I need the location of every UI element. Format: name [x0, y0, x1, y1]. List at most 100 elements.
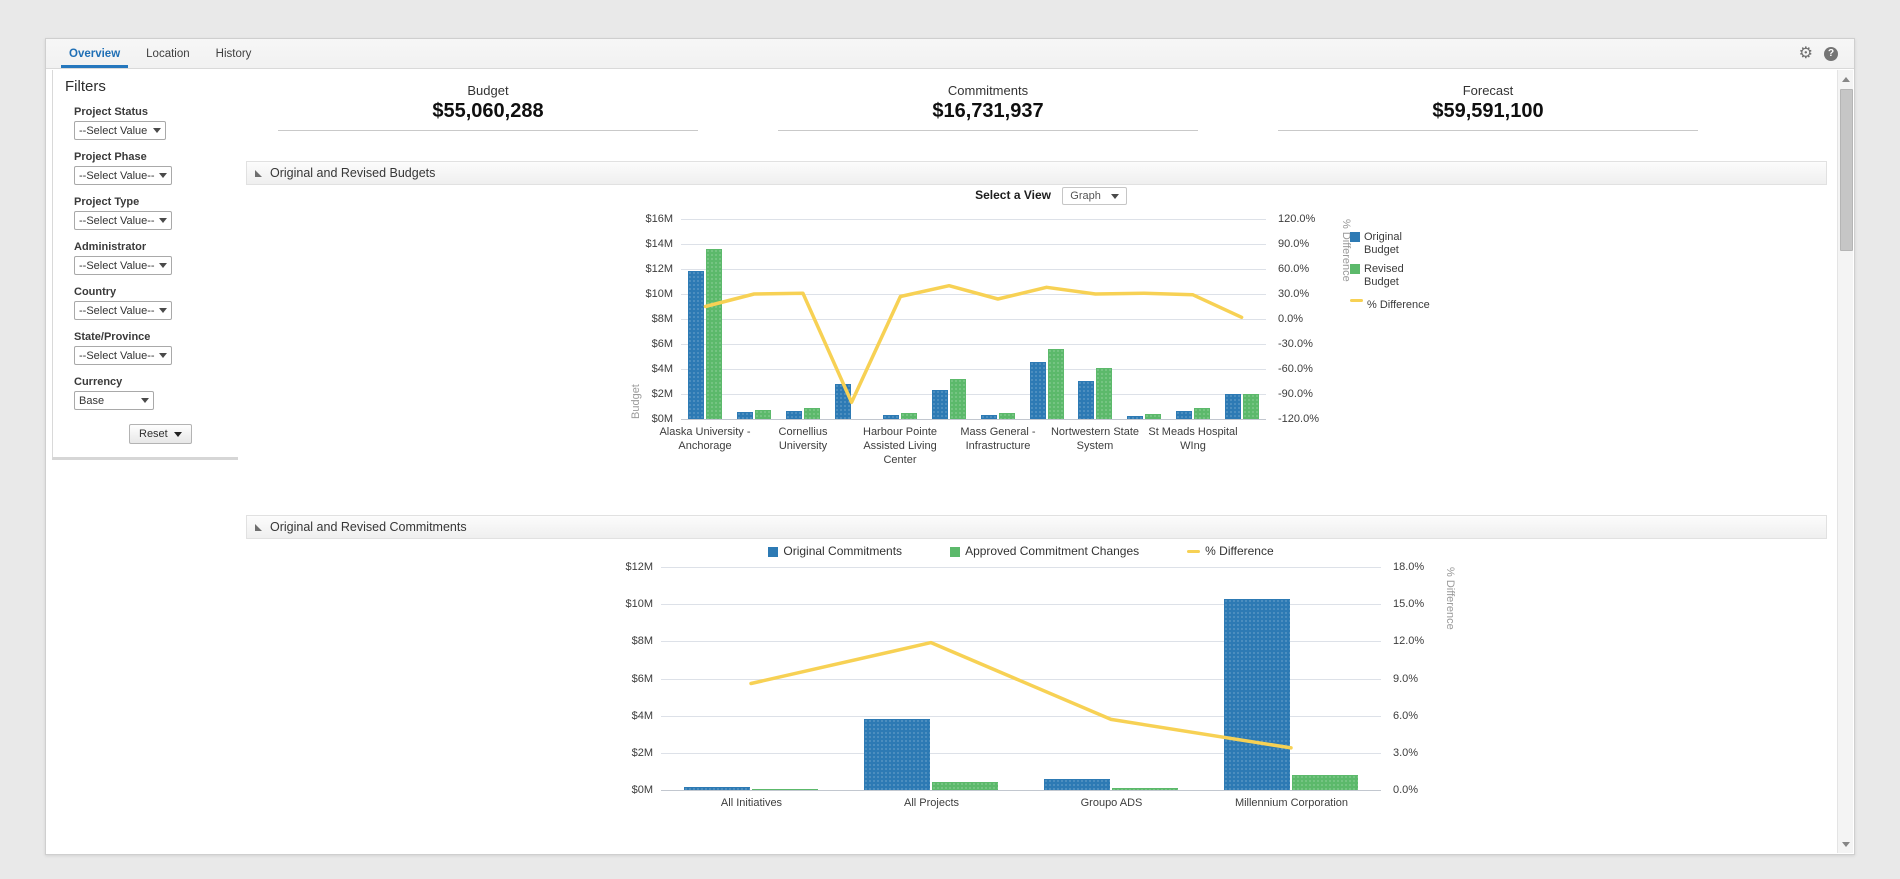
tab-history[interactable]: History: [215, 47, 252, 60]
kpi-label: Forecast: [1462, 83, 1514, 98]
gear-icon[interactable]: ⚙: [1798, 44, 1813, 62]
help-icon[interactable]: ?: [1824, 46, 1838, 61]
kpi-value: $59,591,100: [1432, 100, 1544, 122]
gridline: [661, 753, 1381, 754]
legend-item-original-budget[interactable]: Original Budget: [1350, 231, 1430, 256]
tab-overview[interactable]: Overview: [56, 39, 133, 68]
view-selector-label: Select a View: [975, 188, 1051, 203]
bar-revised-budget[interactable]: [1194, 408, 1210, 419]
view-select-value: Graph: [1070, 190, 1101, 202]
y-axis-tick-left: $4M: [651, 363, 673, 375]
kpi-label: Budget: [467, 83, 509, 98]
bar-original-commitments[interactable]: [1044, 779, 1110, 790]
reset-label: Reset: [139, 428, 168, 440]
chevron-down-icon: [159, 308, 167, 313]
legend-item-original-commitments[interactable]: Original Commitments: [768, 544, 902, 558]
y-axis-tick-right: 15.0%: [1393, 598, 1425, 610]
bar-revised-budget[interactable]: [999, 413, 1015, 419]
gridline: [681, 319, 1266, 320]
filter-label: Project Phase: [74, 151, 147, 163]
project-status-select[interactable]: --Select Value: [74, 121, 166, 140]
legend-label: Original Budget: [1364, 231, 1402, 256]
bar-original-budget[interactable]: [688, 271, 704, 419]
y-axis-tick-left: $2M: [651, 388, 673, 400]
bar-original-commitments[interactable]: [1224, 599, 1290, 790]
kpi-budget: Budget $55,060,288: [238, 83, 738, 131]
gridline: [661, 716, 1381, 717]
state-province-select[interactable]: --Select Value--: [74, 346, 172, 365]
bar-original-commitments[interactable]: [864, 719, 930, 790]
view-select[interactable]: Graph: [1062, 187, 1127, 205]
gridline: [681, 419, 1266, 420]
x-axis-label: Groupo ADS: [1080, 797, 1143, 809]
bar-original-budget[interactable]: [737, 412, 753, 419]
select-value: --Select Value--: [79, 304, 155, 317]
bar-revised-budget[interactable]: [1243, 394, 1259, 419]
collapse-icon: [255, 523, 262, 531]
y-axis-tick-right: -120.0%: [1278, 413, 1319, 425]
legend-label: Approved Commitment Changes: [965, 544, 1140, 558]
bar-revised-budget[interactable]: [1048, 349, 1064, 419]
bar-original-budget[interactable]: [1078, 381, 1094, 419]
bar-original-budget[interactable]: [1030, 362, 1046, 419]
bar-revised-budget[interactable]: [901, 413, 917, 419]
scroll-up-button[interactable]: [1838, 71, 1853, 87]
bar-original-budget[interactable]: [932, 390, 948, 419]
reset-button[interactable]: Reset: [129, 424, 192, 444]
country-select[interactable]: --Select Value--: [74, 301, 172, 320]
bar-original-budget[interactable]: [786, 411, 802, 419]
x-axis-label: Cornellius University: [778, 426, 828, 452]
administrator-select[interactable]: --Select Value--: [74, 256, 172, 275]
select-value: --Select Value: [79, 124, 148, 137]
bar-original-commitments[interactable]: [684, 787, 750, 790]
select-value: Base: [79, 394, 105, 407]
bar-revised-budget[interactable]: [755, 410, 771, 419]
project-type-select[interactable]: --Select Value--: [74, 211, 172, 230]
section-header-budgets[interactable]: Original and Revised Budgets: [246, 161, 1827, 185]
bar-revised-budget[interactable]: [804, 408, 820, 419]
gridline: [661, 641, 1381, 642]
gridline: [661, 604, 1381, 605]
legend-item-difference[interactable]: % Difference: [1350, 298, 1430, 312]
bar-original-budget[interactable]: [981, 415, 997, 419]
bar-approved-commitment-changes[interactable]: [1112, 788, 1178, 790]
chevron-down-icon: [159, 173, 167, 178]
section-header-commitments[interactable]: Original and Revised Commitments: [246, 515, 1827, 539]
legend-item-revised-budget[interactable]: Revised Budget: [1350, 263, 1430, 288]
y-axis-tick-left: $8M: [651, 313, 673, 325]
legend-item-difference[interactable]: % Difference: [1187, 544, 1274, 558]
scrollbar-thumb[interactable]: [1840, 89, 1853, 251]
filters-panel: Filters Project Status --Select Value Pr…: [52, 70, 238, 460]
project-phase-select[interactable]: --Select Value--: [74, 166, 172, 185]
bar-original-budget[interactable]: [1225, 394, 1241, 419]
chevron-down-icon: [159, 353, 167, 358]
gridline: [681, 269, 1266, 270]
scroll-down-button[interactable]: [1838, 836, 1853, 852]
tab-location[interactable]: Location: [146, 47, 190, 60]
bar-revised-budget[interactable]: [950, 379, 966, 419]
header-icons: ⚙ ?: [1799, 39, 1854, 68]
filters-heading: Filters: [65, 78, 106, 95]
y-axis-tick-right: 18.0%: [1393, 561, 1425, 573]
bar-original-budget[interactable]: [883, 415, 899, 419]
legend-item-approved-commitment-changes[interactable]: Approved Commitment Changes: [950, 544, 1139, 558]
y-axis-tick-right: 9.0%: [1393, 673, 1419, 685]
x-axis-label: Nortwestern State System: [1050, 426, 1140, 452]
filter-project-type: Project Type --Select Value--: [74, 196, 238, 230]
vertical-scrollbar[interactable]: [1837, 70, 1853, 853]
bar-revised-budget[interactable]: [706, 249, 722, 419]
y-axis-tick-right: 90.0%: [1278, 238, 1310, 250]
bar-approved-commitment-changes[interactable]: [1292, 775, 1358, 790]
bar-original-budget[interactable]: [1176, 411, 1192, 419]
bar-original-budget[interactable]: [1127, 416, 1143, 419]
kpi-row: Budget $55,060,288 Commitments $16,731,9…: [238, 83, 1738, 131]
bar-approved-commitment-changes[interactable]: [752, 789, 818, 790]
select-value: --Select Value--: [79, 169, 155, 182]
bar-approved-commitment-changes[interactable]: [932, 782, 998, 790]
bar-revised-budget[interactable]: [1096, 368, 1112, 419]
filter-administrator: Administrator --Select Value--: [74, 241, 238, 275]
gridline: [681, 294, 1266, 295]
bar-revised-budget[interactable]: [1145, 414, 1161, 419]
y-axis-tick-left: $12M: [625, 561, 653, 573]
currency-select[interactable]: Base: [74, 391, 154, 410]
